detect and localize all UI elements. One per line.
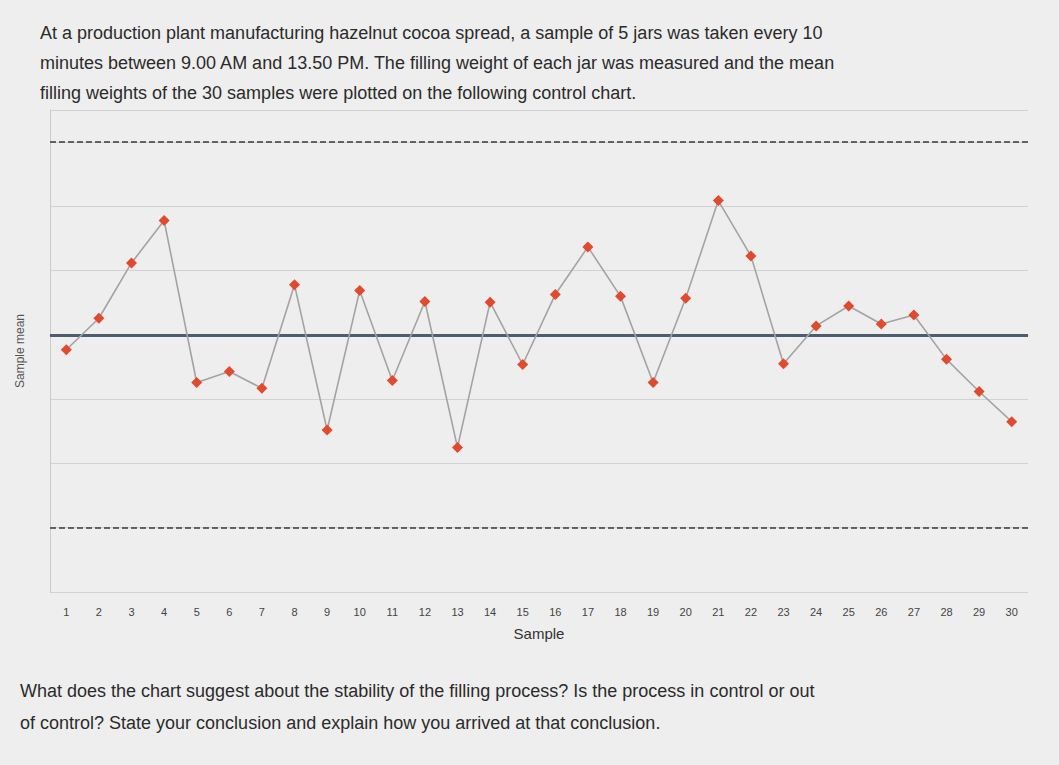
html-text:minutes between 9.00 AM and 13: minutes between 9.00 AM and 13.50 PM. Th… [40,53,835,73]
svg-text:5: 5 [194,606,200,618]
html-text:At a production plant manufact: At a production plant manufacturing haze… [40,23,823,43]
svg-text:24: 24 [810,606,822,618]
svg-text:10: 10 [354,606,366,618]
svg-text:9: 9 [324,606,330,618]
html-text:filling weights of the 30 samp: filling weights of the 30 samples were p… [40,83,637,103]
svg-text:15: 15 [517,606,529,618]
svg-text:20: 20 [680,606,692,618]
html-text:of control? State your conclus: of control? State your conclusion and ex… [20,713,661,733]
svg-text:12: 12 [419,606,431,618]
svg-text:30: 30 [1006,606,1018,618]
svg-text:Sample: Sample [514,625,565,642]
svg-text:29: 29 [973,606,985,618]
svg-text:26: 26 [875,606,887,618]
svg-text:13: 13 [451,606,463,618]
svg-text:28: 28 [940,606,952,618]
svg-text:18: 18 [614,606,626,618]
svg-text:6: 6 [226,606,232,618]
svg-text:8: 8 [291,606,297,618]
svg-text:3: 3 [128,606,134,618]
svg-text:27: 27 [908,606,920,618]
svg-text:21: 21 [712,606,724,618]
svg-text:23: 23 [777,606,789,618]
svg-text:7: 7 [259,606,265,618]
svg-text:2: 2 [96,606,102,618]
svg-text:16: 16 [549,606,561,618]
svg-text:22: 22 [745,606,757,618]
svg-text:Sample mean: Sample mean [13,314,27,388]
svg-text:19: 19 [647,606,659,618]
svg-text:25: 25 [843,606,855,618]
svg-text:17: 17 [582,606,594,618]
svg-text:1: 1 [63,606,69,618]
html-text:What does the chart suggest ab: What does the chart suggest about the st… [20,681,815,701]
svg-text:4: 4 [161,606,167,618]
svg-text:11: 11 [387,606,398,618]
svg-text:14: 14 [484,606,496,618]
